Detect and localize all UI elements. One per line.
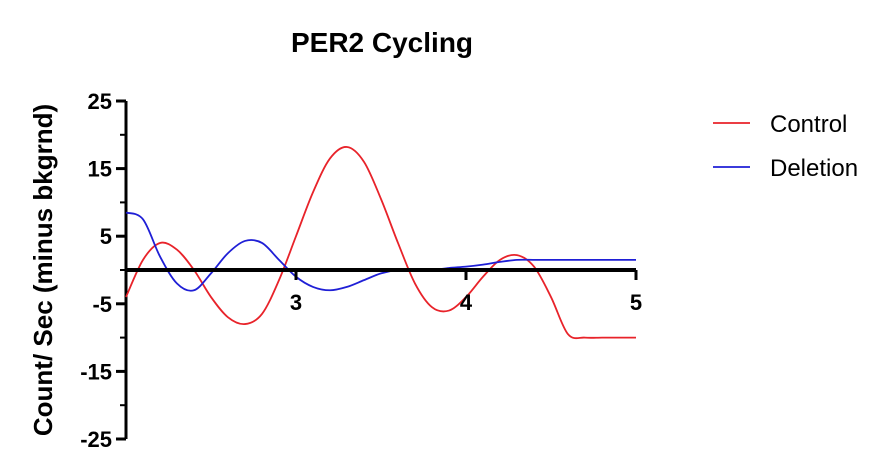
y-tick-label: -15 <box>80 359 112 384</box>
legend-label-control: Control <box>770 111 847 138</box>
y-tick-label: 15 <box>88 157 112 182</box>
x-tick-label: 5 <box>630 290 642 315</box>
series-line-control <box>125 146 636 340</box>
plot-area: 25 15 5 -5 -15 -25 3 4 5 <box>80 89 642 452</box>
chart-title: PER2 Cycling <box>291 27 473 58</box>
y-tick-label: -5 <box>92 292 112 317</box>
y-axis-label: Count/ Sec (minus bkgrnd) <box>28 104 58 436</box>
legend: Control Deletion <box>713 111 858 182</box>
series-line-deletion <box>125 211 636 292</box>
y-tick-label: -25 <box>80 427 112 452</box>
x-tick-label: 3 <box>290 290 302 315</box>
y-tick-label: 5 <box>100 224 112 249</box>
x-tick-label: 4 <box>460 290 473 315</box>
y-tick-label: 25 <box>88 89 112 114</box>
legend-label-deletion: Deletion <box>770 155 858 182</box>
